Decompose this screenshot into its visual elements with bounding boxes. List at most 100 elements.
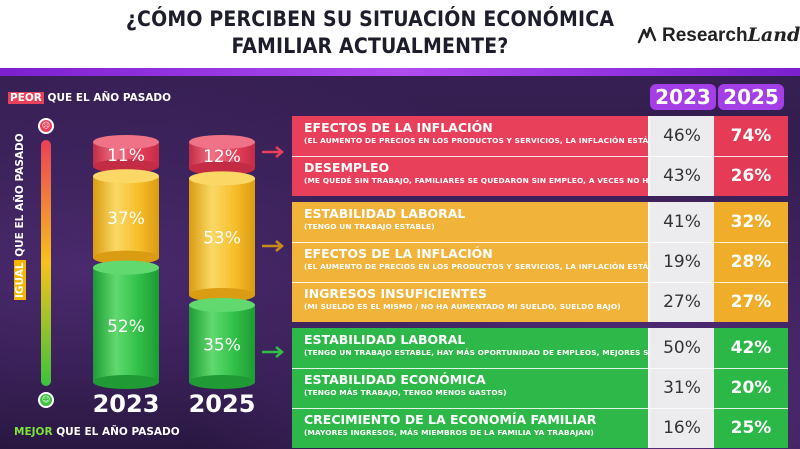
- row-title: EFECTOS DE LA INFLACIÓN: [304, 246, 493, 261]
- legend-better-text: QUE EL AÑO PASADO: [52, 426, 180, 438]
- segment-label-2025-peor: 12%: [203, 147, 241, 167]
- cylinder-top-2025-mejor: [189, 298, 255, 312]
- table-row: INGRESOS INSUFICIENTES (MI SUELDO ES EL M…: [292, 282, 788, 322]
- cell-2025: 74%: [714, 116, 788, 156]
- cell-2025: 42%: [714, 328, 788, 368]
- cell-2023: 27%: [648, 282, 714, 322]
- row-title: ESTABILIDAD LABORAL: [304, 206, 466, 221]
- page-title: ¿CÓMO PERCIBEN SU SITUACIÓN ECONÓMICA FA…: [120, 6, 620, 60]
- group-arrow-icon-3: [262, 346, 284, 358]
- row-title: ESTABILIDAD ECONÓMICA: [304, 372, 486, 387]
- cylinder-top-2023-peor: [93, 135, 159, 149]
- year-label-2023: 2023: [93, 390, 160, 418]
- column-header-2025: 2025: [718, 84, 784, 110]
- segment-label-2023-peor: 11%: [107, 146, 145, 166]
- legend-worse-text: QUE EL AÑO PASADO: [43, 92, 172, 104]
- cylinder-base-2025-peor: [189, 161, 255, 176]
- row-description: ESTABILIDAD ECONÓMICA (TENGO MÁS TRABAJO,…: [292, 368, 648, 408]
- table-row: ESTABILIDAD LABORAL (TENGO UN TRABAJO EST…: [292, 328, 788, 368]
- cylinder-base-2025-mejor: [189, 375, 255, 389]
- cell-2023: 16%: [648, 408, 714, 448]
- cell-2025: 32%: [714, 202, 788, 242]
- segment-label-2023-mejor: 52%: [107, 317, 145, 337]
- row-subtitle: (MI SUELDO ES EL MISMO / NO HA AUMENTADO…: [304, 302, 621, 311]
- cylinder-base-2023-igual: [93, 250, 159, 265]
- table-row: ESTABILIDAD ECONÓMICA (TENGO MÁS TRABAJO,…: [292, 368, 788, 408]
- row-title: ESTABILIDAD LABORAL: [304, 332, 466, 347]
- cell-2023: 31%: [648, 368, 714, 408]
- cell-2023: 50%: [648, 328, 714, 368]
- row-description: INGRESOS INSUFICIENTES (MI SUELDO ES EL M…: [292, 282, 648, 322]
- sentiment-scale: ☹ ☺: [38, 118, 54, 408]
- row-title: DESEMPLEO: [304, 160, 390, 175]
- row-subtitle: (MAYORES INGRESOS, MÁS MIEMBROS DE LA FA…: [304, 428, 594, 437]
- group-arrow-icon-1: [262, 146, 284, 158]
- row-title: EFECTOS DE LA INFLACIÓN: [304, 120, 493, 135]
- cell-2023: 43%: [648, 156, 714, 196]
- cell-2023: 41%: [648, 202, 714, 242]
- cylinder-segment-2025-mejor: [189, 305, 255, 382]
- row-description: DESEMPLEO (ME QUEDÉ SIN TRABAJO, FAMILIAR…: [292, 156, 703, 196]
- cylinder-base-2023-mejor: [93, 375, 159, 389]
- row-divider: [292, 368, 788, 369]
- row-description: EFECTOS DE LA INFLACIÓN (EL AUMENTO DE PR…: [292, 242, 696, 282]
- cylinder-top-2025-igual: [189, 171, 255, 186]
- cylinder-base-2023-peor: [93, 159, 159, 174]
- row-divider: [292, 408, 788, 409]
- logo-wordmark: ResearchLand: [662, 23, 800, 46]
- row-title: CRECIMIENTO DE LA ECONOMÍA FAMILIAR: [304, 412, 597, 427]
- legend-better: MEJOR QUE EL AÑO PASADO: [14, 426, 180, 438]
- table-row: EFECTOS DE LA INFLACIÓN (EL AUMENTO DE PR…: [292, 116, 788, 156]
- row-subtitle: (ME QUEDÉ SIN TRABAJO, FAMILIARES SE QUE…: [304, 176, 703, 185]
- cell-2023: 46%: [648, 116, 714, 156]
- cell-2025: 28%: [714, 242, 788, 282]
- cylinder-top-2025-peor: [189, 135, 255, 149]
- row-title: INGRESOS INSUFICIENTES: [304, 286, 487, 301]
- legend-worse-tag: PEOR: [8, 92, 44, 104]
- cylinder-top-2023-igual: [93, 169, 159, 184]
- table-row: EFECTOS DE LA INFLACIÓN (EL AUMENTO DE PR…: [292, 242, 788, 282]
- title-line-1: ¿CÓMO PERCIBEN SU SITUACIÓN ECONÓMICA: [125, 7, 615, 31]
- cell-2023: 19%: [648, 242, 714, 282]
- cylinder-base-2025-igual: [189, 288, 255, 302]
- row-subtitle: (EL AUMENTO DE PRECIOS EN LOS PRODUCTOS …: [304, 136, 696, 145]
- row-subtitle: (TENGO MÁS TRABAJO, TENGO MENOS GASTOS): [304, 388, 507, 397]
- stacked-cylinder-chart: 11% 37% 52% 2023 12% 53% 35% 2025: [93, 135, 284, 418]
- cylinder-top-2023-mejor: [93, 260, 159, 275]
- row-divider: [292, 156, 788, 157]
- year-label-2025: 2025: [189, 390, 256, 418]
- cell-2025: 26%: [714, 156, 788, 196]
- cell-2025: 20%: [714, 368, 788, 408]
- row-description: EFECTOS DE LA INFLACIÓN (EL AUMENTO DE PR…: [292, 116, 696, 156]
- cell-2025: 25%: [714, 408, 788, 448]
- row-subtitle: (TENGO UN TRABAJO ESTABLE, HAY MÁS OPORT…: [304, 348, 687, 357]
- happy-face-icon: ☺: [38, 392, 54, 408]
- row-subtitle: (EL AUMENTO DE PRECIOS EN LOS PRODUCTOS …: [304, 262, 696, 271]
- row-divider: [292, 242, 788, 243]
- legend-better-tag: MEJOR: [14, 426, 53, 438]
- researchland-logo: ResearchLand: [636, 22, 800, 48]
- title-line-2: FAMILIAR ACTUALMENTE?: [231, 34, 509, 58]
- accent-strip: [0, 68, 800, 76]
- table-row: ESTABILIDAD LABORAL (TENGO UN TRABAJO EST…: [292, 202, 788, 242]
- row-divider: [292, 282, 788, 283]
- logo-mark-icon: [637, 26, 657, 44]
- scale-gradient-bar: [41, 140, 51, 386]
- row-description: ESTABILIDAD LABORAL (TENGO UN TRABAJO EST…: [292, 328, 687, 368]
- cylinder-segment-2023-mejor: [93, 267, 159, 382]
- table-row: DESEMPLEO (ME QUEDÉ SIN TRABAJO, FAMILIAR…: [292, 156, 788, 196]
- row-description: ESTABILIDAD LABORAL (TENGO UN TRABAJO EST…: [292, 202, 648, 242]
- header-bar: ¿CÓMO PERCIBEN SU SITUACIÓN ECONÓMICA FA…: [0, 0, 800, 68]
- column-header-2023: 2023: [650, 84, 716, 110]
- cylinder-segment-2025-igual: [189, 178, 255, 295]
- legend-worse: PEOR QUE EL AÑO PASADO: [8, 92, 171, 104]
- segment-label-2023-igual: 37%: [107, 209, 145, 229]
- cell-2025: 27%: [714, 282, 788, 322]
- segment-label-2025-igual: 53%: [203, 229, 241, 249]
- row-subtitle: (TENGO UN TRABAJO ESTABLE): [304, 222, 435, 231]
- cylinder-segment-2023-igual: [93, 176, 159, 258]
- group-arrow-icon-2: [262, 240, 284, 252]
- sad-face-icon: ☹: [38, 118, 54, 134]
- table-row: CRECIMIENTO DE LA ECONOMÍA FAMILIAR (MAYO…: [292, 408, 788, 448]
- row-description: CRECIMIENTO DE LA ECONOMÍA FAMILIAR (MAYO…: [292, 408, 648, 448]
